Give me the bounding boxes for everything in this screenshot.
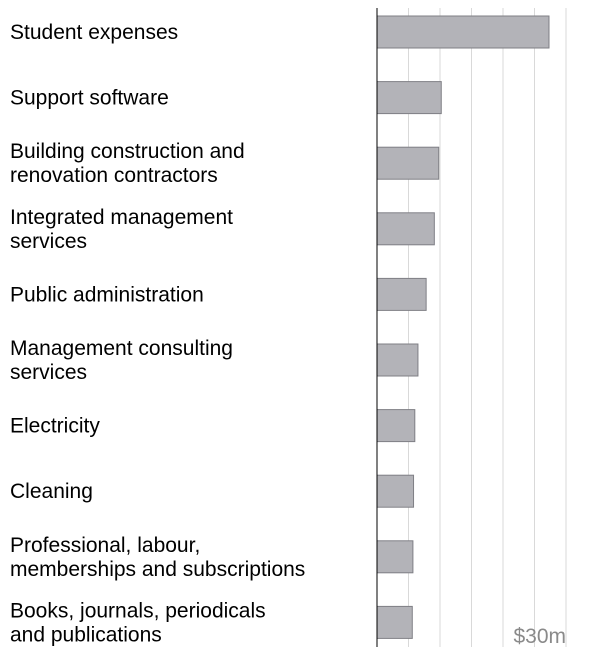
category-label: Student expenses <box>10 21 178 44</box>
category-label: Public administration <box>10 283 204 306</box>
category-label: Building construction and renovation cont… <box>10 140 245 187</box>
category-label: Books, journals, periodicals and publicat… <box>10 599 266 646</box>
category-labels: Student expenses Support software Building… <box>10 21 305 646</box>
category-label: Professional, labour, memberships and sub… <box>10 534 305 581</box>
bar <box>376 81 442 115</box>
bar <box>376 605 413 639</box>
category-label: Cleaning <box>10 480 93 503</box>
bar <box>376 343 419 377</box>
category-label: Support software <box>10 87 169 110</box>
bars <box>376 15 550 639</box>
bar <box>376 15 550 49</box>
category-label: Integrated management services <box>10 206 233 253</box>
category-label: Electricity <box>10 415 100 438</box>
tick-labels: $30m <box>513 625 566 647</box>
bar <box>376 474 415 508</box>
tick-label: $30m <box>513 625 566 647</box>
bar <box>376 212 435 246</box>
bar <box>376 146 440 180</box>
bar <box>376 277 427 311</box>
category-label: Management consulting services <box>10 337 233 384</box>
bar <box>376 540 414 574</box>
bar <box>376 409 416 443</box>
